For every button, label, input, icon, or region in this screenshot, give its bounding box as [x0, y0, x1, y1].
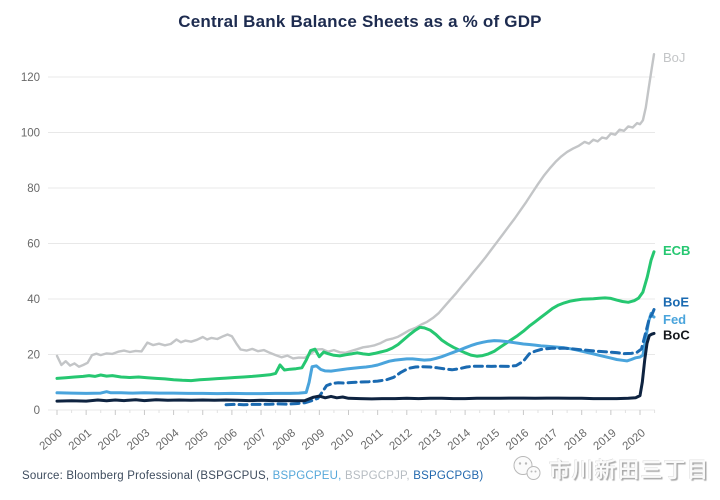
- series-end-labels: BoJ ECB Fed BoE BoC: [663, 50, 690, 342]
- source-text-part: Source: Bloomberg Professional (BSPGCPUS…: [22, 470, 273, 482]
- watermark: 市川新田三丁目: [511, 454, 710, 484]
- series-lines: [55, 53, 656, 407]
- series-line-fed: [55, 311, 656, 396]
- series-line-boe: [224, 308, 656, 407]
- source-text-part: BSPGCPGB): [409, 470, 484, 482]
- x-axis-tick-label: 2001: [67, 427, 94, 452]
- source-text-part: BSPGCPJP,: [341, 470, 410, 482]
- y-axis-tick-label: 0: [34, 405, 40, 417]
- x-axis-tick-label: 2000: [38, 427, 65, 452]
- y-axis-tick-label: 120: [21, 72, 40, 84]
- source-line: Source: Bloomberg Professional (BSPGCPUS…: [22, 470, 483, 482]
- x-axis-tick-label: 2011: [359, 427, 386, 452]
- x-axis-tick-label: 2007: [242, 427, 269, 452]
- x-axis-tick-label: 2004: [154, 427, 182, 452]
- x-axis-tick-label: 2010: [329, 427, 356, 452]
- x-axis-tick-label: 2008: [271, 427, 298, 452]
- gridlines: [48, 76, 655, 411]
- x-axis-tick-label: 2005: [183, 427, 210, 452]
- x-axis-tick-label: 2013: [417, 427, 444, 452]
- x-axis-tick-label: 2018: [562, 427, 589, 452]
- series-line-ecb: [55, 250, 656, 383]
- x-axis-tick-label: 2015: [475, 427, 502, 452]
- y-axis-tick-label: 60: [27, 239, 40, 251]
- axis-ticks: [56, 410, 656, 415]
- x-axis-tick-label: 2019: [591, 427, 618, 452]
- x-axis-tick-label: 2006: [213, 427, 240, 452]
- x-axis-tick-label: 2012: [387, 427, 414, 452]
- x-axis-tick-label: 2020: [621, 427, 648, 452]
- x-axis-tick-label: 2002: [96, 427, 123, 452]
- watermark-text: 市川新田三丁目: [549, 459, 710, 482]
- source-text-part: BSPGCPEU,: [272, 470, 342, 482]
- series-label-boc: BoC: [663, 327, 690, 342]
- x-axis-tick-label: 2014: [446, 427, 474, 452]
- y-axis-tick-label: 100: [21, 128, 40, 140]
- y-axis-tick-label: 40: [27, 294, 40, 306]
- x-axis-tick-label: 2017: [533, 427, 560, 452]
- page-title: Central Bank Balance Sheets as a % of GD…: [178, 12, 542, 31]
- wechat-icon: [513, 456, 541, 480]
- y-axis-tick-label: 20: [27, 350, 40, 362]
- x-axis-tick-label: 2016: [504, 427, 531, 452]
- x-axis-tick-label: 2009: [300, 427, 327, 452]
- series-line-boc: [55, 331, 656, 403]
- series-label-boe: BoE: [663, 295, 689, 310]
- series-line-boj: [55, 53, 656, 368]
- y-axis-tick-label: 80: [27, 183, 40, 195]
- x-axis-tick-label: 2003: [125, 427, 152, 452]
- series-label-boj: BoJ: [663, 50, 685, 65]
- series-label-ecb: ECB: [663, 243, 690, 258]
- series-label-fed: Fed: [663, 312, 686, 327]
